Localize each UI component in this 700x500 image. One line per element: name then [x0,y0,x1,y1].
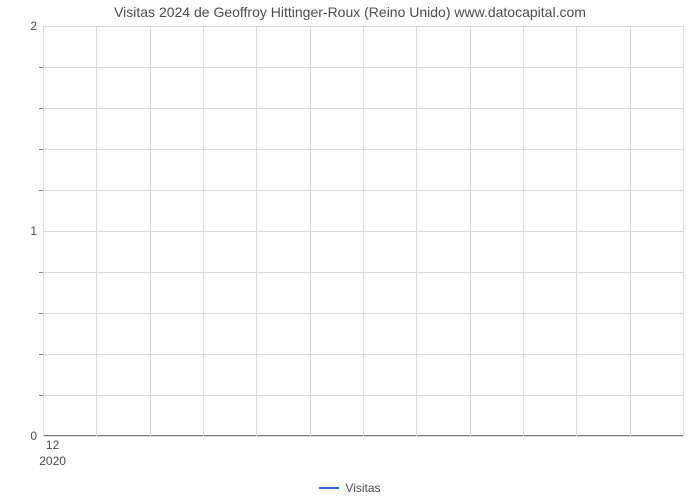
gridline-vertical [363,26,364,436]
y-minor-tick [39,149,43,150]
y-tick-label: 1 [30,224,43,238]
y-minor-tick [39,395,43,396]
y-tick-label: 2 [30,19,43,33]
x-category-label: 2020 [39,436,66,468]
y-minor-tick [39,272,43,273]
gridline-vertical [310,26,311,436]
gridline-vertical [523,26,524,436]
plot-area: 012122020 [43,26,683,436]
gridline-vertical [203,26,204,436]
gridline-vertical [43,26,44,436]
gridline-vertical [576,26,577,436]
legend: Visitas [0,480,700,495]
y-minor-tick [39,108,43,109]
gridline-vertical [683,26,684,436]
gridline-vertical [256,26,257,436]
legend-swatch [319,487,339,489]
chart-title: Visitas 2024 de Geoffroy Hittinger-Roux … [0,4,700,20]
gridline-vertical [416,26,417,436]
gridline-vertical [150,26,151,436]
visits-chart: Visitas 2024 de Geoffroy Hittinger-Roux … [0,0,700,500]
legend-label: Visitas [345,481,380,495]
gridline-vertical [96,26,97,436]
y-minor-tick [39,313,43,314]
y-minor-tick [39,67,43,68]
gridline-horizontal [43,436,683,437]
gridline-vertical [470,26,471,436]
y-minor-tick [39,354,43,355]
gridline-vertical [630,26,631,436]
y-minor-tick [39,190,43,191]
